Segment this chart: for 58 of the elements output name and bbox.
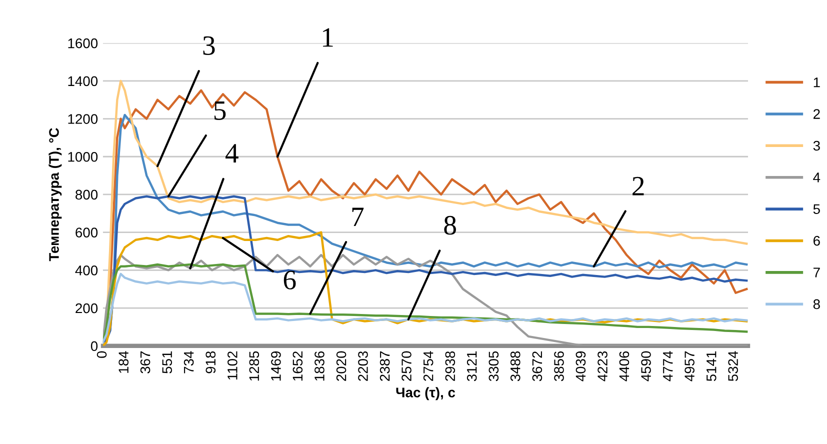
y-tick-label: 800 [76, 190, 98, 200]
x-tick-label: 2387 [380, 351, 390, 381]
x-tick-label: 5141 [706, 351, 716, 382]
annotation: 4 [226, 144, 238, 162]
y-tick-label: 1600 [68, 38, 98, 48]
x-tick-label: 1102 [228, 351, 238, 380]
annotation: 6 [284, 270, 296, 290]
y-tick-label: 1000 [68, 152, 98, 162]
legend-label: 2 [814, 109, 820, 119]
y-tick-label: 1400 [68, 76, 98, 86]
x-tick-label: 1469 [271, 351, 281, 381]
x-tick-label: 184 [118, 351, 129, 373]
x-tick-label: 2754 [423, 351, 434, 381]
x-axis-title: Час (τ), с [396, 387, 456, 400]
annotation: 8 [444, 216, 456, 235]
y-tick-label: 1200 [68, 114, 98, 124]
x-tick-label: 2203 [358, 351, 368, 381]
legend-label: 5 [813, 204, 820, 214]
x-tick-label: 3488 [510, 351, 520, 382]
x-tick-label: 1836 [314, 351, 324, 381]
x-tick-label: 734 [184, 351, 194, 374]
x-tick-label: 4039 [576, 351, 586, 382]
x-tick-label: 3121 [466, 351, 477, 382]
x-tick-label: 0 [96, 351, 107, 358]
annotation: 5 [214, 102, 226, 120]
y-axis-title: Температура (T), °C [48, 128, 62, 262]
x-tick-label: 4223 [598, 351, 608, 382]
x-tick-label: 4406 [619, 351, 630, 382]
x-tick-label: 3305 [488, 351, 499, 382]
legend-label: 3 [813, 140, 820, 151]
annotation: 2 [632, 176, 644, 196]
annotation: 1 [323, 28, 333, 47]
x-tick-label: 1652 [292, 351, 303, 381]
x-tick-label: 4774 [663, 351, 673, 382]
x-tick-label: 4957 [684, 351, 694, 382]
legend-label: 6 [814, 236, 820, 246]
line-series [102, 195, 748, 344]
x-tick-label: 2938 [445, 351, 456, 381]
x-tick-label: 551 [162, 351, 172, 374]
legend-label: 7 [814, 268, 820, 278]
x-tick-label: 5324 [728, 351, 738, 382]
y-tick-label: 0 [90, 341, 98, 352]
x-tick-label: 3856 [554, 351, 564, 382]
y-tick-label: 600 [76, 228, 98, 238]
annotation: 3 [203, 36, 215, 55]
x-tick-label: 367 [140, 351, 150, 374]
x-tick-label: 918 [206, 351, 216, 374]
legend-label: 1 [814, 78, 820, 88]
x-tick-label: 2020 [336, 351, 346, 381]
legend-label: 8 [813, 299, 820, 310]
x-tick-label: 1285 [249, 351, 260, 381]
x-tick-label: 2570 [402, 351, 412, 381]
legend-label: 4 [813, 172, 820, 182]
y-tick-label: 400 [75, 266, 98, 276]
y-tick-label: 200 [76, 303, 98, 314]
annotation: 7 [352, 208, 364, 226]
x-tick-label: 3672 [532, 351, 542, 382]
x-tick-label: 4590 [641, 351, 651, 382]
